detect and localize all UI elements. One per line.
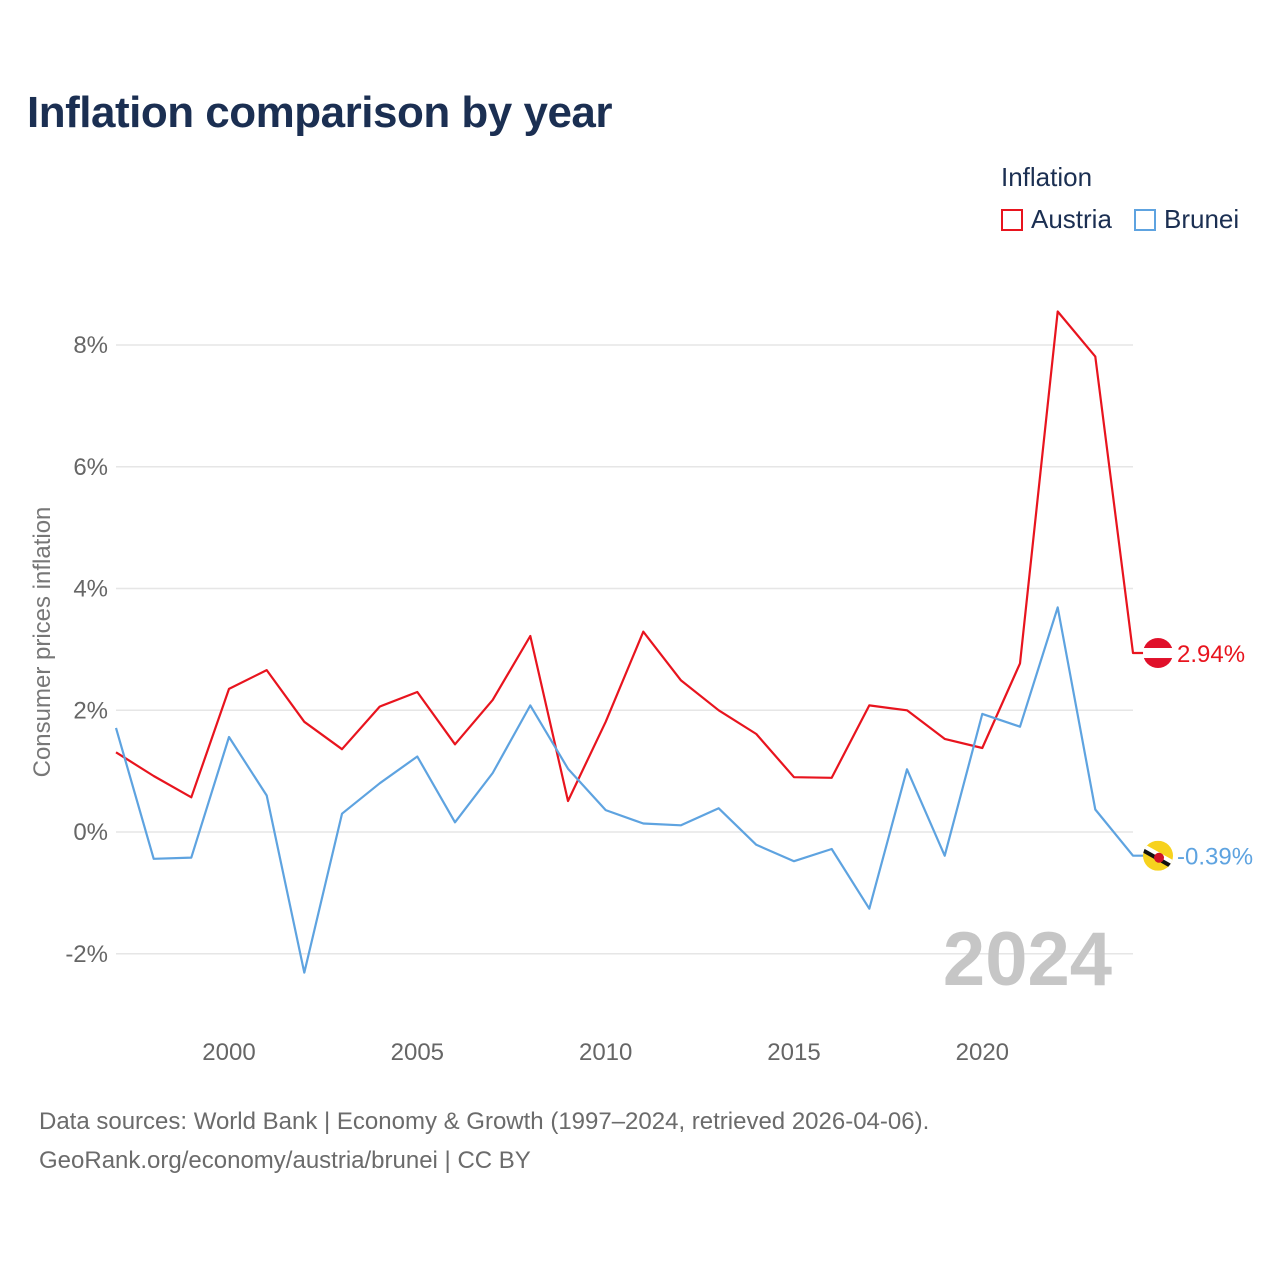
series-line-austria [115,310,1158,803]
x-tick-label: 2005 [391,1039,444,1066]
source-line-1: Data sources: World Bank | Economy & Gro… [39,1108,930,1135]
x-tick-label: 2010 [579,1039,632,1066]
legend-label-brunei: Brunei [1164,204,1240,234]
series-line-brunei [114,606,1158,974]
y-axis-label: Consumer prices inflation [29,507,56,778]
brunei-flag-icon [1143,840,1173,871]
legend-label-austria: Austria [1031,204,1112,234]
year-watermark: 2024 [943,917,1112,1002]
legend-swatch-brunei [1134,208,1156,231]
y-tick-label: 6% [73,454,108,481]
x-tick-label: 2015 [767,1039,820,1066]
flag-marker-brunei [1143,840,1173,871]
legend-item-brunei[interactable]: Brunei [1134,204,1239,235]
legend-swatch-austria [1001,208,1023,231]
chart-title: Inflation comparison by year [27,88,613,137]
legend-item-austria[interactable]: Austria [1001,204,1112,235]
y-tick-label: 0% [73,819,108,846]
y-tick-label: 2% [73,697,108,724]
y-tick-label: 4% [73,576,108,603]
x-tick-label: 2020 [956,1039,1009,1066]
legend-title: Inflation [1001,162,1093,192]
end-value-label-austria: 2.94% [1177,641,1245,668]
x-tick-label: 2000 [202,1039,255,1066]
y-tick-label: -2% [65,941,108,968]
line-chart: Consumer prices inflation 2024 -2% 0% 2% 4%… [29,310,1253,1066]
source-line-2[interactable]: GeoRank.org/economy/austria/brunei | CC … [39,1147,531,1174]
y-tick-label: 8% [73,332,108,359]
austria-flag-icon [1143,638,1173,669]
flag-marker-austria [1143,638,1173,669]
end-value-label-brunei: -0.39% [1177,844,1253,871]
